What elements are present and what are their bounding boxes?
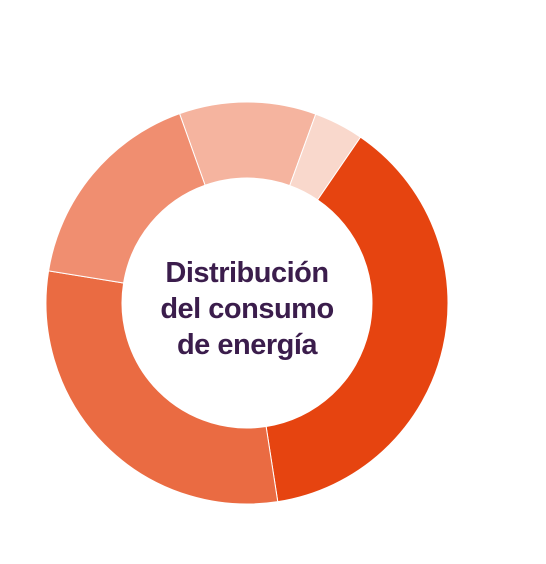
donut-segment — [265, 136, 449, 503]
donut-segment — [45, 270, 279, 505]
chart-title: Distribución del consumo de energía — [160, 257, 334, 361]
donut-segment — [48, 113, 206, 284]
